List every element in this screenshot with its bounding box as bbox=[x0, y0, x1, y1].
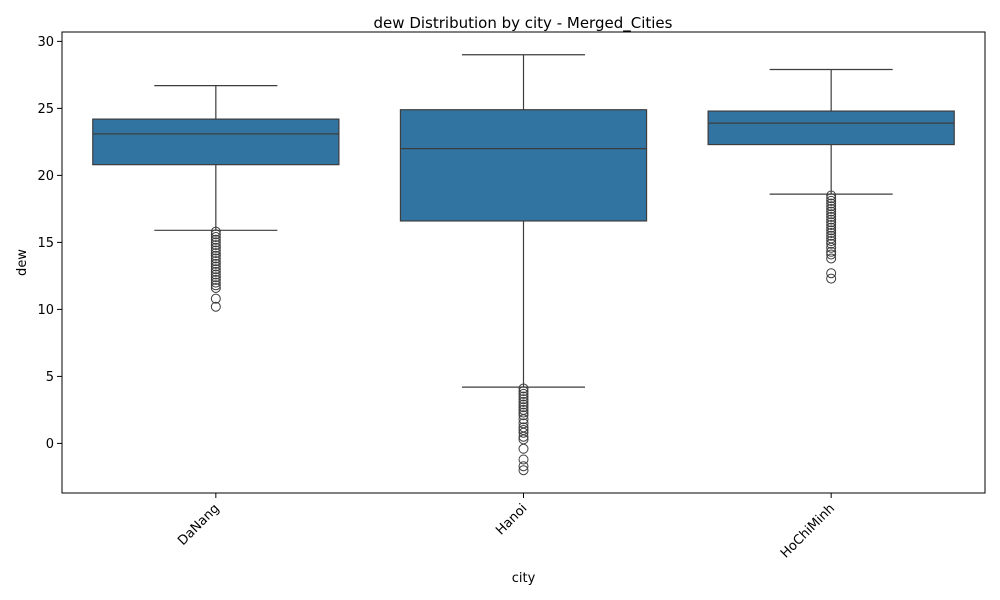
outlier-point bbox=[518, 396, 529, 407]
y-tick-label: 25 bbox=[37, 102, 54, 117]
outlier-point bbox=[210, 293, 221, 304]
outlier-point bbox=[826, 236, 837, 247]
outlier-point bbox=[518, 407, 529, 418]
outlier-point bbox=[210, 237, 221, 248]
outlier-point bbox=[210, 245, 221, 256]
outlier-point bbox=[826, 190, 837, 201]
outlier-point bbox=[210, 301, 221, 312]
outlier-point bbox=[518, 386, 529, 397]
outlier-point bbox=[210, 280, 221, 291]
y-tick-label: 0 bbox=[46, 437, 54, 452]
outlier-point bbox=[518, 427, 529, 438]
outlier-point bbox=[210, 256, 221, 267]
outlier-point bbox=[210, 272, 221, 283]
outlier-point bbox=[518, 454, 529, 465]
outlier-point bbox=[826, 253, 837, 264]
outlier-point bbox=[518, 465, 529, 476]
outlier-point bbox=[210, 266, 221, 277]
outlier-point bbox=[210, 229, 221, 240]
y-axis-label: dew bbox=[15, 249, 30, 276]
y-tick-label: 30 bbox=[37, 35, 54, 50]
plot-frame bbox=[61, 31, 986, 494]
outlier-point bbox=[826, 217, 837, 228]
outlier-point bbox=[518, 388, 529, 399]
y-tick-label: 10 bbox=[37, 303, 54, 318]
outlier-point bbox=[518, 414, 529, 425]
outlier-point bbox=[518, 410, 529, 421]
plot-area bbox=[92, 54, 955, 476]
x-tick-label: Hanoi bbox=[493, 501, 530, 538]
outlier-point bbox=[210, 282, 221, 293]
outlier-point bbox=[826, 201, 837, 212]
outlier-point bbox=[826, 211, 837, 222]
outlier-point bbox=[518, 461, 529, 472]
outlier-point bbox=[210, 261, 221, 272]
chart-title: dew Distribution by city - Merged_Cities bbox=[374, 14, 673, 33]
outlier-point bbox=[518, 431, 529, 442]
outlier-point bbox=[826, 219, 837, 230]
outlier-point bbox=[210, 277, 221, 288]
outlier-point bbox=[826, 198, 837, 209]
outlier-point bbox=[826, 273, 837, 284]
y-tick-label: 20 bbox=[37, 169, 54, 184]
outlier-point bbox=[210, 234, 221, 245]
x-tick-label: HoChiMinh bbox=[778, 501, 838, 561]
outlier-point bbox=[826, 222, 837, 233]
outlier-point bbox=[210, 253, 221, 264]
outlier-point bbox=[826, 209, 837, 220]
iqr-box bbox=[707, 110, 955, 146]
y-tick-label: 15 bbox=[37, 236, 54, 251]
outlier-point bbox=[210, 274, 221, 285]
outlier-point bbox=[826, 238, 837, 249]
y-tick-label: 5 bbox=[46, 370, 54, 385]
outlier-point bbox=[826, 230, 837, 241]
x-axis: DaNang Hanoi HoChiMinh bbox=[175, 493, 838, 561]
outlier-point bbox=[210, 269, 221, 280]
x-tick-label: DaNang bbox=[175, 501, 222, 548]
box-group-Hanoi bbox=[399, 54, 648, 476]
outlier-point bbox=[210, 264, 221, 275]
outlier-point bbox=[826, 242, 837, 253]
outlier-point bbox=[210, 258, 221, 269]
outlier-point bbox=[210, 226, 221, 237]
outlier-point bbox=[210, 232, 221, 243]
outlier-point bbox=[826, 203, 837, 214]
outlier-point bbox=[826, 268, 837, 279]
outlier-point bbox=[826, 225, 837, 236]
outlier-point bbox=[826, 214, 837, 225]
outlier-point bbox=[518, 391, 529, 402]
outlier-point bbox=[210, 242, 221, 253]
iqr-box bbox=[92, 118, 340, 166]
outlier-point bbox=[210, 248, 221, 259]
outlier-point bbox=[518, 394, 529, 405]
outlier-point bbox=[826, 206, 837, 217]
outlier-point bbox=[826, 249, 837, 260]
outlier-point bbox=[826, 246, 837, 257]
iqr-box bbox=[399, 109, 648, 222]
y-axis: 0 5 10 15 20 25 30 bbox=[37, 35, 62, 452]
box-group-HoChiMinh bbox=[707, 68, 955, 284]
outlier-point bbox=[826, 195, 837, 206]
x-axis-label: city bbox=[512, 571, 536, 586]
outlier-point bbox=[826, 193, 837, 204]
outlier-point bbox=[826, 228, 837, 239]
outlier-point bbox=[518, 443, 529, 454]
outlier-point bbox=[210, 240, 221, 251]
box-group-DaNang bbox=[92, 85, 340, 312]
outlier-point bbox=[518, 402, 529, 413]
outlier-point bbox=[210, 250, 221, 261]
outlier-point bbox=[518, 399, 529, 410]
outlier-point bbox=[518, 383, 529, 394]
